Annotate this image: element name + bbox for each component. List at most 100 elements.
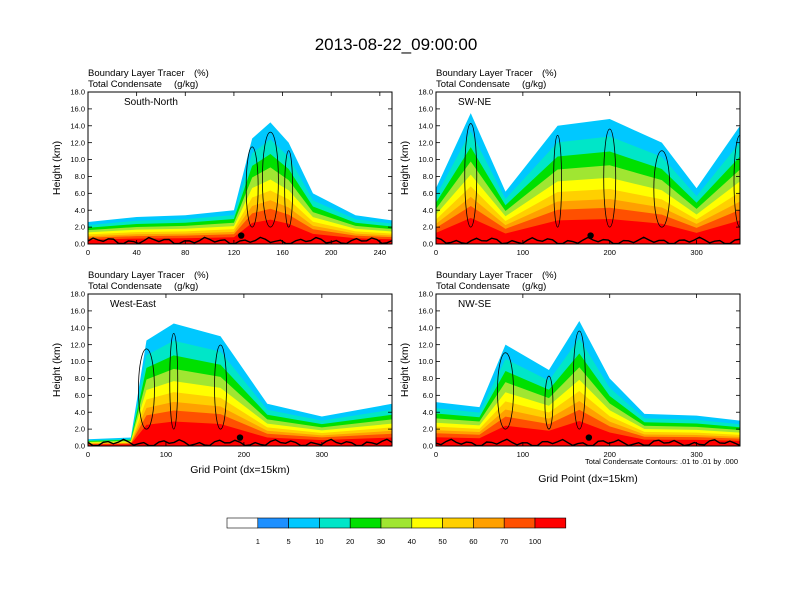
condensate-contours bbox=[497, 330, 586, 430]
y-tick-label: 18.0 bbox=[70, 290, 85, 299]
x-tick-label: 0 bbox=[434, 450, 438, 459]
fill-level-9 bbox=[436, 421, 740, 446]
x-tick-label: 40 bbox=[132, 248, 140, 257]
y-axis-label: Height (km) bbox=[399, 141, 411, 195]
y-tick-label: 6.0 bbox=[423, 391, 433, 400]
condensate-contour bbox=[214, 344, 227, 430]
colorbar-label: 40 bbox=[408, 537, 416, 546]
y-tick-label: 0.0 bbox=[423, 442, 433, 451]
condensate-contour bbox=[497, 352, 514, 430]
y-tick-label: 14.0 bbox=[70, 121, 85, 130]
x-tick-label: 300 bbox=[316, 450, 329, 459]
condensate-contour bbox=[553, 134, 562, 228]
colorbar-swatch bbox=[380, 517, 413, 529]
field-label-unit: (%) bbox=[542, 270, 557, 281]
x-tick-label: 0 bbox=[434, 248, 438, 257]
condensate-contour bbox=[169, 332, 179, 430]
y-tick-label: 2.0 bbox=[75, 223, 85, 232]
y-tick-label: 2.0 bbox=[423, 223, 433, 232]
terrain-line bbox=[436, 236, 740, 244]
colorbar-label: 20 bbox=[346, 537, 354, 546]
condensate-contour bbox=[464, 123, 478, 228]
x-tick-label: 200 bbox=[238, 450, 251, 459]
field-label-unit: (%) bbox=[542, 68, 557, 79]
y-axis-label: Height (km) bbox=[51, 141, 63, 195]
colorbar-swatch bbox=[288, 517, 320, 529]
plot-frame bbox=[435, 293, 741, 447]
y-tick-label: 18.0 bbox=[70, 88, 85, 97]
condensate-contour bbox=[603, 128, 617, 228]
y-tick-label: 16.0 bbox=[418, 306, 433, 315]
field-label: Boundary Layer Tracer bbox=[88, 68, 185, 79]
colorbar-swatch bbox=[442, 517, 474, 529]
colorbar-swatch bbox=[503, 517, 536, 529]
colorbar-swatch bbox=[473, 517, 505, 529]
plot-frame bbox=[87, 91, 393, 245]
fill-level-9 bbox=[436, 217, 740, 244]
y-tick-label: 4.0 bbox=[423, 408, 433, 417]
colorbar-swatch bbox=[226, 517, 259, 529]
field-label-unit: (%) bbox=[194, 270, 209, 281]
y-tick-label: 18.0 bbox=[418, 88, 433, 97]
field-label: Boundary Layer Tracer bbox=[88, 270, 185, 281]
contour-note: Total Condensate Contours: .01 to .01 by… bbox=[585, 457, 738, 466]
tracer-fill bbox=[436, 113, 740, 244]
y-tick-label: 16.0 bbox=[70, 306, 85, 315]
condensate-contour bbox=[138, 348, 155, 430]
y-tick-label: 0.0 bbox=[75, 240, 85, 249]
colorbar-label: 1 bbox=[256, 537, 260, 546]
field-label-unit: (%) bbox=[194, 68, 209, 79]
y-tick-label: 14.0 bbox=[418, 121, 433, 130]
tracer-fill bbox=[436, 321, 740, 446]
field-label: Boundary Layer Tracer bbox=[436, 270, 533, 281]
y-tick-label: 14.0 bbox=[418, 323, 433, 332]
condensate-contour bbox=[653, 150, 671, 228]
y-tick-label: 12.0 bbox=[418, 138, 433, 147]
y-tick-label: 10.0 bbox=[70, 155, 85, 164]
y-tick-label: 16.0 bbox=[70, 104, 85, 113]
field-label: Total Condensate bbox=[436, 79, 510, 90]
y-tick-label: 10.0 bbox=[418, 357, 433, 366]
condensate-contours bbox=[464, 123, 740, 228]
y-tick-label: 12.0 bbox=[70, 340, 85, 349]
x-axis-label: Grid Point (dx=15km) bbox=[538, 473, 638, 485]
panel-west-east: Boundary Layer Tracer (%) Total Condensate… bbox=[51, 270, 393, 476]
x-tick-label: 80 bbox=[181, 248, 189, 257]
y-axis-label: Height (km) bbox=[399, 343, 411, 397]
y-tick-label: 6.0 bbox=[423, 189, 433, 198]
colorbar-label: 70 bbox=[500, 537, 508, 546]
condensate-contours bbox=[138, 332, 227, 430]
field-label-unit: (g/kg) bbox=[174, 281, 198, 292]
y-tick-label: 8.0 bbox=[75, 374, 85, 383]
location-marker bbox=[238, 232, 245, 239]
panel-name: South-North bbox=[124, 97, 178, 108]
location-marker bbox=[587, 232, 594, 239]
field-label-unit: (g/kg) bbox=[174, 79, 198, 90]
colorbar-label: 60 bbox=[469, 537, 477, 546]
plot-frame bbox=[87, 293, 393, 447]
colorbar-swatch bbox=[349, 517, 382, 529]
y-tick-label: 18.0 bbox=[418, 290, 433, 299]
y-tick-label: 8.0 bbox=[423, 374, 433, 383]
colorbar-swatch bbox=[411, 517, 443, 529]
tracer-fill bbox=[88, 122, 392, 244]
y-tick-label: 4.0 bbox=[75, 206, 85, 215]
colorbar-swatch bbox=[534, 517, 567, 529]
x-tick-label: 0 bbox=[86, 450, 90, 459]
figure-title: 2013-08-22_09:00:00 bbox=[315, 35, 478, 54]
x-tick-label: 200 bbox=[325, 248, 338, 257]
tracer-fill bbox=[88, 323, 392, 446]
panel-nw-se: Boundary Layer Tracer (%) Total Condensate… bbox=[399, 270, 741, 485]
panel-sw-ne: Boundary Layer Tracer (%) Total Condensate… bbox=[399, 68, 741, 257]
y-tick-label: 4.0 bbox=[423, 206, 433, 215]
y-tick-label: 0.0 bbox=[75, 442, 85, 451]
colorbar-label: 10 bbox=[315, 537, 323, 546]
y-tick-label: 4.0 bbox=[75, 408, 85, 417]
condensate-contour bbox=[261, 131, 279, 228]
x-tick-label: 100 bbox=[517, 450, 530, 459]
panel-name: NW-SE bbox=[458, 299, 491, 310]
y-tick-label: 14.0 bbox=[70, 323, 85, 332]
colorbar-label: 30 bbox=[377, 537, 385, 546]
y-axis-label: Height (km) bbox=[51, 343, 63, 397]
panel-name: SW-NE bbox=[458, 97, 491, 108]
